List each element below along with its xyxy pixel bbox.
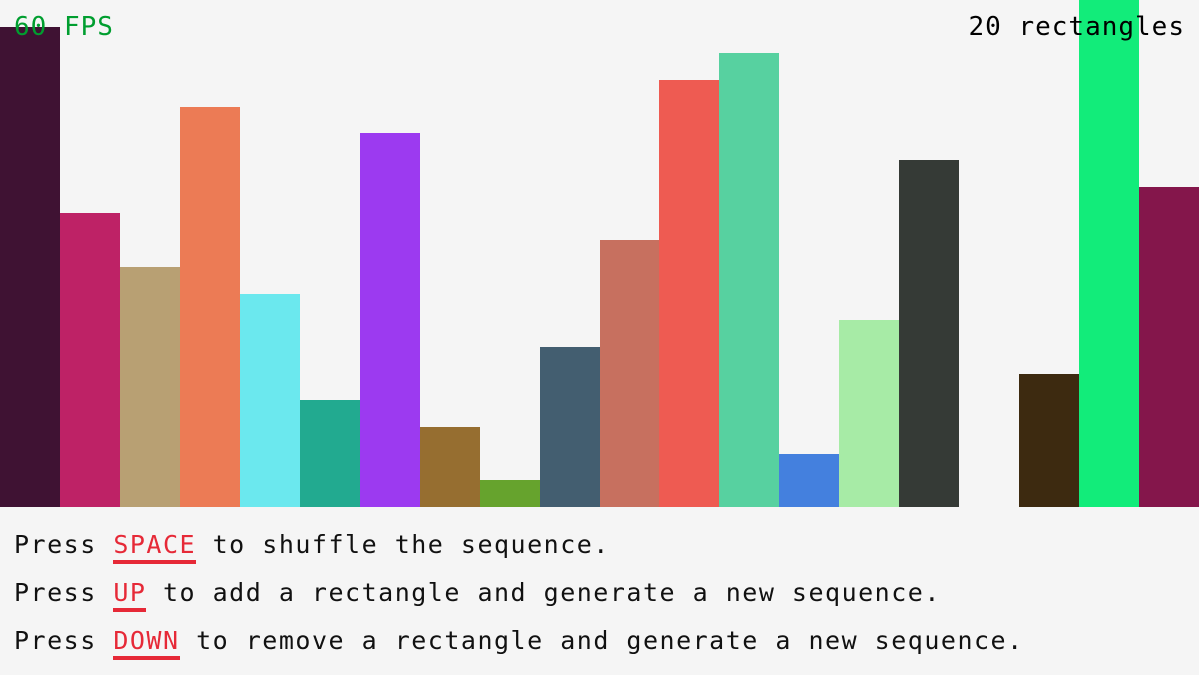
rectangle-bar bbox=[600, 240, 659, 507]
rectangle-bar bbox=[659, 80, 719, 507]
rectangle-bar bbox=[719, 53, 779, 507]
rectangle-bar bbox=[360, 133, 420, 507]
rectangle-bar bbox=[60, 213, 120, 507]
rectangle-bar bbox=[1019, 374, 1079, 507]
rectangle-bar bbox=[480, 480, 540, 507]
rectangle-bar bbox=[420, 427, 480, 507]
rectangle-bar bbox=[120, 267, 180, 507]
instruction-text: to shuffle the sequence. bbox=[196, 530, 610, 559]
rectangle-bar bbox=[240, 294, 300, 507]
rectangle-bar bbox=[540, 347, 600, 507]
rectangle-bar bbox=[0, 27, 60, 507]
instruction-down: Press DOWN to remove a rectangle and gen… bbox=[14, 626, 1024, 660]
instruction-up: Press UP to add a rectangle and generate… bbox=[14, 578, 941, 612]
instruction-text: Press bbox=[14, 626, 114, 655]
rectangle-bar bbox=[779, 454, 839, 507]
instruction-text: to remove a rectangle and generate a new… bbox=[179, 626, 1024, 655]
rectangle-bar bbox=[180, 107, 240, 507]
instruction-space: Press SPACE to shuffle the sequence. bbox=[14, 530, 610, 564]
rectangles-area bbox=[0, 0, 1199, 507]
key-space: SPACE bbox=[113, 530, 197, 564]
key-up: UP bbox=[113, 578, 147, 612]
instruction-text: Press bbox=[14, 578, 114, 607]
fps-counter: 60 FPS bbox=[14, 12, 114, 42]
key-down: DOWN bbox=[113, 626, 180, 660]
rectangle-bar bbox=[839, 320, 899, 507]
instruction-text: Press bbox=[14, 530, 114, 559]
rectangle-bar bbox=[300, 400, 360, 507]
rectangle-bar bbox=[899, 160, 959, 507]
rectangle-bar bbox=[1139, 187, 1199, 507]
rectangle-count: 20 rectangles bbox=[968, 12, 1185, 42]
rectangle-bar bbox=[1079, 0, 1139, 507]
instruction-text: to add a rectangle and generate a new se… bbox=[146, 578, 941, 607]
